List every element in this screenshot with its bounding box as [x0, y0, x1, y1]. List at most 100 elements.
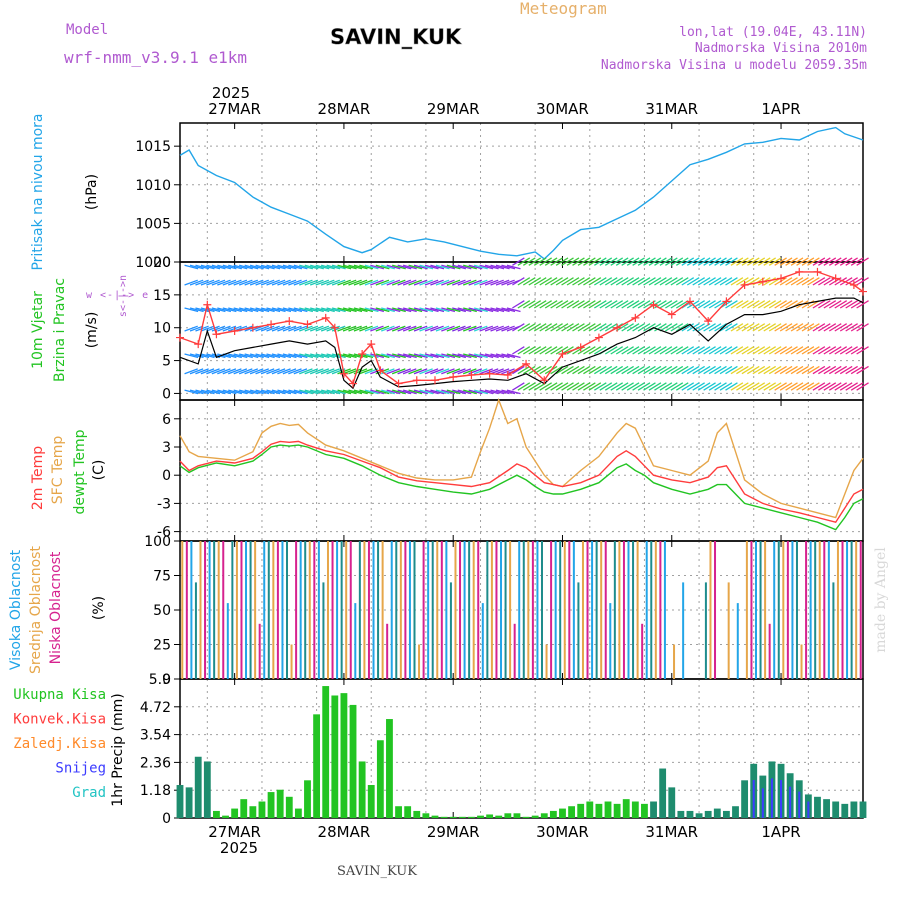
wind-arrow [217, 279, 231, 286]
wind-arrow [288, 279, 302, 286]
credit-label: made by Angel [873, 547, 889, 653]
cloud-bar [208, 541, 211, 679]
wind-gust-marker [722, 297, 731, 306]
cloud-bar [399, 541, 402, 679]
wind-arrow [747, 257, 760, 266]
wind-arrow [342, 325, 357, 332]
wind-arrow [747, 365, 760, 375]
wind-arrow [632, 277, 645, 286]
wind-arrow [703, 346, 716, 355]
wind-arrow [249, 264, 264, 270]
wind-arrow [703, 257, 716, 266]
wind-arrow [801, 382, 815, 391]
wind-vertical-label: s<-|->n [118, 275, 129, 317]
y-tick-label: 100 [144, 534, 171, 550]
wind-arrow [517, 277, 531, 286]
wind-arrow [599, 382, 613, 391]
precip-bar [650, 801, 657, 818]
wind-arrow [692, 323, 705, 332]
wind-arrow [522, 346, 536, 355]
wind-arrow [561, 277, 574, 286]
wind-arrow [490, 325, 504, 332]
wind-arrow [725, 382, 738, 391]
wind-arrow [714, 346, 727, 355]
wind-arrow [342, 279, 357, 286]
wind-arrow [271, 353, 286, 359]
cloud-bar [235, 541, 238, 679]
wind-arrow [555, 257, 569, 266]
cloud-bar [286, 541, 289, 679]
wind-arrow [632, 323, 645, 332]
wind-arrow [397, 264, 412, 270]
wind-arrow [850, 346, 864, 355]
wind-arrow [211, 353, 226, 359]
cloud-bar [836, 541, 839, 679]
cloud-bar [709, 541, 712, 679]
wind-arrow [741, 346, 755, 355]
wind-arrow [599, 277, 613, 286]
wind-arrow [615, 257, 629, 266]
wind-arrow [550, 323, 563, 332]
wind-arrow [402, 307, 417, 313]
wind-arrow [703, 382, 716, 391]
wind-arrow [697, 382, 711, 391]
wind-arrow [288, 307, 303, 313]
wind-arrow [217, 368, 231, 375]
wind-arrow [441, 325, 455, 332]
wind-arrow [326, 264, 341, 270]
wind-arrow [189, 389, 204, 395]
wind-arrow [364, 325, 379, 332]
cloud-bar [645, 541, 648, 679]
wind-arrow [435, 325, 450, 332]
wind-arrow [637, 365, 651, 375]
wind-arrow [648, 277, 662, 286]
wind-gust-markers [176, 267, 867, 388]
wind-arrow [736, 277, 749, 286]
wind-arrow [730, 257, 744, 266]
cloud-bar [581, 541, 584, 679]
wind-arrow [790, 346, 804, 355]
wind-arrow [544, 382, 558, 391]
wind-arrow [818, 346, 831, 355]
wind-arrow [271, 325, 286, 332]
wind-arrow [200, 368, 215, 375]
wind-arrow [533, 323, 547, 332]
wind-arrow [490, 279, 504, 286]
wind-arrow [555, 365, 569, 375]
y-tick-label: -3 [157, 496, 171, 512]
cloud-bar [823, 541, 826, 679]
wind-arrow [364, 264, 379, 270]
wind-gust-marker [303, 320, 312, 329]
precip-legend-item: Konvek.Kisa [13, 712, 106, 728]
wind-arrow [299, 264, 314, 270]
wind-arrow [266, 279, 280, 286]
wind-arrow [577, 346, 591, 355]
wind-arrow [850, 323, 864, 332]
wind-arrow [277, 325, 291, 332]
cloud-bar [563, 541, 566, 679]
wind-arrow [238, 279, 253, 286]
wind-arrow [790, 382, 804, 391]
wind-arrow [304, 389, 319, 395]
wind-gust-marker [849, 281, 858, 289]
cloud-bar [367, 541, 370, 679]
wind-arrow [392, 307, 406, 313]
wind-arrow [222, 389, 237, 395]
wind-arrow [315, 325, 330, 332]
wind-arrow [462, 368, 477, 375]
wind-arrow [484, 279, 499, 286]
wind-unit: (m/s) [84, 312, 100, 349]
wind-arrow [370, 264, 385, 270]
wind-arrow [452, 279, 466, 286]
wind-arrow [299, 307, 314, 313]
wind-arrow [217, 264, 232, 270]
precip-legend-item: Ukupna Kisa [13, 687, 106, 703]
cloud-bar [550, 541, 553, 679]
cloud-bar [408, 541, 411, 679]
cloud-bar [513, 623, 516, 679]
wind-arrow [457, 353, 472, 359]
wind-arrow [233, 368, 248, 375]
cloud-bar [217, 541, 220, 679]
wind-arrow [550, 382, 563, 391]
cloud-bar [504, 541, 507, 679]
